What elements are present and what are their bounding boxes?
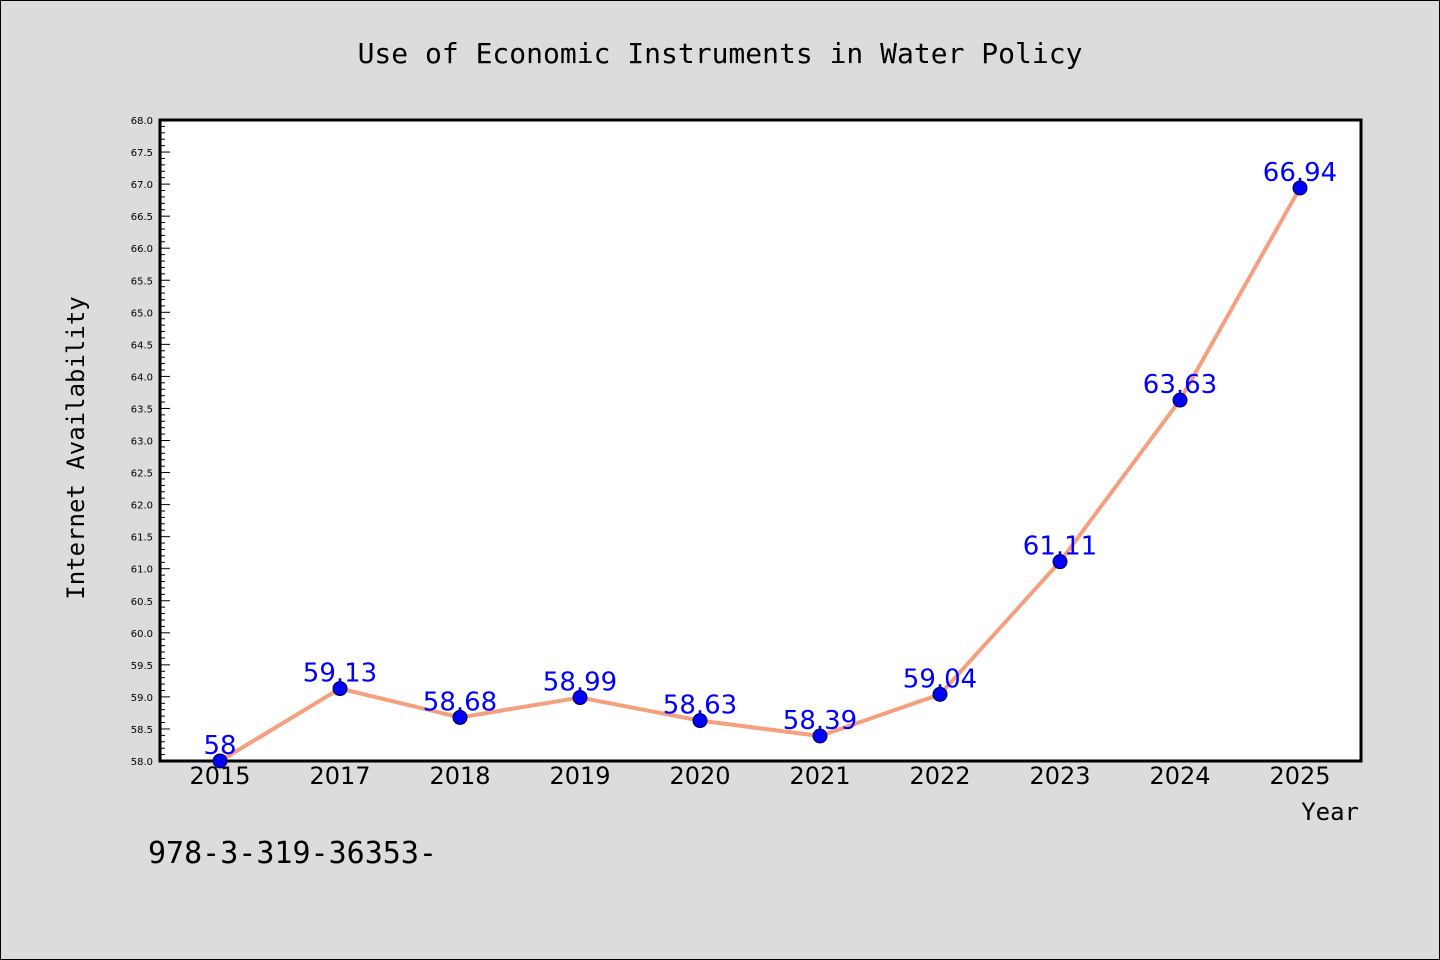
y-tick-label: 64.5 <box>131 340 153 351</box>
y-tick-label: 60.5 <box>131 597 153 608</box>
x-tick-label: 2018 <box>429 762 490 790</box>
data-point-label: 66.94 <box>1263 158 1337 188</box>
chart-title: Use of Economic Instruments in Water Pol… <box>358 37 1083 70</box>
x-tick-label: 2023 <box>1029 762 1090 790</box>
y-tick-label: 64.0 <box>131 372 153 383</box>
y-tick-label: 63.5 <box>131 404 153 415</box>
footer-note: 978-3-319-36353- <box>148 836 437 871</box>
y-tick-label: 62.0 <box>131 501 153 512</box>
data-point-marker <box>212 753 228 769</box>
data-point-label: 58.63 <box>663 691 737 721</box>
y-tick-label: 68.0 <box>131 116 153 127</box>
y-tick-label: 65.5 <box>131 276 153 287</box>
y-tick-label: 66.5 <box>131 212 153 223</box>
y-tick-label: 63.0 <box>131 437 153 448</box>
data-point-marker <box>692 713 708 729</box>
y-tick-label: 59.5 <box>131 661 153 672</box>
marker-group <box>212 180 1308 769</box>
data-point-marker <box>332 681 348 697</box>
x-tick-label: 2024 <box>1149 762 1210 790</box>
data-point-marker <box>812 728 828 744</box>
y-tick-label: 62.5 <box>131 469 153 480</box>
y-tick-label: 58.5 <box>131 725 153 736</box>
x-tick-label: 2022 <box>909 762 970 790</box>
y-tick-label: 61.5 <box>131 533 153 544</box>
data-point-label: 58 <box>203 731 236 761</box>
data-point-marker <box>1172 392 1188 408</box>
y-axis: 58.0 58.5 59.0 59.5 60.0 60.5 61.0 61.5 62.0 62.5… <box>131 116 170 768</box>
x-tick-label: 2025 <box>1269 762 1330 790</box>
x-axis-label: Year <box>1301 798 1359 826</box>
y-tick-label: 61.0 <box>131 565 153 576</box>
data-label-group: 58 59.13 58.68 58.99 58.63 58.39 59.04 61.11 63.… <box>203 158 1337 761</box>
y-tick-label: 65.0 <box>131 308 153 319</box>
data-point-marker <box>1052 554 1068 570</box>
x-tick-label: 2021 <box>789 762 850 790</box>
y-tick-label: 67.5 <box>131 148 153 159</box>
series-line-group <box>218 186 1302 763</box>
x-axis: 2015 2017 2018 2019 2020 2021 2022 2023 2024 2025 <box>189 762 1330 790</box>
data-point-label: 58.39 <box>783 706 857 736</box>
data-point-marker <box>452 709 468 725</box>
y-tick-label: 67.0 <box>131 180 153 191</box>
y-tick-label: 59.0 <box>131 693 153 704</box>
x-tick-label: 2019 <box>549 762 610 790</box>
y-tick-label: 60.0 <box>131 629 153 640</box>
data-point-marker <box>572 690 588 706</box>
data-point-label: 59.04 <box>903 664 977 694</box>
data-point-label: 61.11 <box>1023 532 1097 562</box>
y-tick-label: 58.0 <box>131 757 153 768</box>
data-point-label: 59.13 <box>303 659 377 689</box>
data-point-label: 58.68 <box>423 687 497 717</box>
data-point-label: 58.99 <box>543 668 617 698</box>
data-point-marker <box>1292 180 1308 196</box>
y-tick-label: 66.0 <box>131 244 153 255</box>
data-point-label: 63.63 <box>1143 370 1217 400</box>
data-point-marker <box>932 686 948 702</box>
y-axis-label: Internet Availability <box>62 296 90 599</box>
x-tick-label: 2017 <box>309 762 370 790</box>
series-line <box>218 186 1302 763</box>
x-tick-label: 2020 <box>669 762 730 790</box>
plot-area <box>158 118 1363 763</box>
